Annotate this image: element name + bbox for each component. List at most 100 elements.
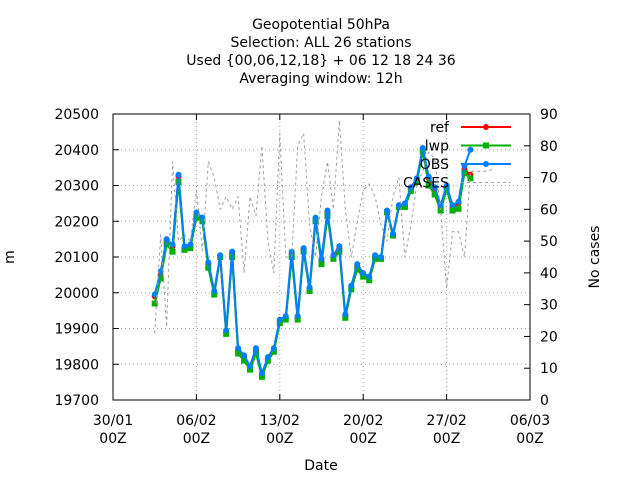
y2-tick-label: 50 xyxy=(540,234,558,250)
data-point-lwp xyxy=(425,182,432,189)
y-tick-label: 19800 xyxy=(54,357,99,373)
data-point-lwp xyxy=(223,330,230,337)
x-tick-label: 06/02 xyxy=(176,413,216,429)
data-point-lwp xyxy=(318,261,325,268)
data-point-lwp xyxy=(264,357,271,364)
data-point-obs xyxy=(449,202,456,209)
data-point-lwp xyxy=(407,187,414,194)
data-point-obs xyxy=(217,252,224,259)
x-tick-label: 30/01 xyxy=(93,413,133,429)
y-tick-label: 20400 xyxy=(54,143,99,159)
data-point-lwp xyxy=(413,178,420,185)
x-tick-label: 20/02 xyxy=(343,413,383,429)
data-point-obs xyxy=(318,255,325,262)
x-tick-label: 00Z xyxy=(433,431,460,447)
y-tick-label: 19700 xyxy=(54,393,99,409)
data-point-lwp xyxy=(366,277,373,284)
x-axis-label: Date xyxy=(304,458,337,474)
data-point-obs xyxy=(193,209,200,216)
y2-tick-label: 20 xyxy=(540,329,558,345)
legend-marker-lwp xyxy=(483,142,489,149)
y-tick-label: 20200 xyxy=(54,214,99,230)
y2-tick-label: 70 xyxy=(540,171,558,187)
data-point-lwp xyxy=(211,291,218,298)
y2-tick-label: 90 xyxy=(540,107,558,123)
data-point-obs xyxy=(360,270,367,277)
data-point-obs xyxy=(258,370,265,377)
data-point-obs xyxy=(378,254,385,260)
x-tick-label: 27/02 xyxy=(426,413,466,429)
data-point-obs xyxy=(342,311,349,318)
data-point-obs xyxy=(401,200,408,207)
y-axis-label: m xyxy=(2,250,18,264)
data-point-obs xyxy=(384,207,391,214)
y2-tick-label: 30 xyxy=(540,298,558,314)
data-point-lwp xyxy=(235,350,242,357)
data-point-lwp xyxy=(187,245,194,252)
data-point-obs xyxy=(151,291,158,298)
data-point-lwp xyxy=(306,287,313,294)
title-line: Used {00,06,12,18} + 06 12 18 24 36 xyxy=(186,53,456,69)
title-line: Geopotential 50hPa xyxy=(252,17,390,33)
data-point-obs xyxy=(467,146,474,153)
data-point-obs xyxy=(366,273,373,280)
data-point-lwp xyxy=(151,300,158,307)
data-point-lwp xyxy=(258,373,265,380)
x-tick-label: 00Z xyxy=(516,431,543,447)
title-line: Selection: ALL 26 stations xyxy=(230,35,411,51)
title-line: Averaging window: 12h xyxy=(239,71,402,87)
data-point-lwp xyxy=(360,273,367,280)
data-point-obs xyxy=(205,259,212,266)
data-point-obs xyxy=(169,241,176,248)
data-point-obs xyxy=(199,214,206,221)
data-point-lwp xyxy=(241,357,248,364)
x-tick-label: 13/02 xyxy=(260,413,300,429)
y2-tick-label: 80 xyxy=(540,139,558,155)
legend: ref lwp OBS CASES xyxy=(403,120,511,192)
data-point-obs xyxy=(407,184,414,191)
data-point-obs xyxy=(247,363,254,370)
data-point-lwp xyxy=(270,348,277,355)
data-point-obs xyxy=(330,252,337,259)
data-point-lwp xyxy=(437,207,444,214)
data-point-lwp xyxy=(431,191,438,198)
data-point-obs xyxy=(443,182,450,189)
series-line-cases xyxy=(154,119,495,334)
data-point-obs xyxy=(354,261,361,268)
data-point-obs xyxy=(211,287,218,294)
data-point-lwp xyxy=(169,248,176,255)
data-point-obs xyxy=(425,173,432,180)
data-point-lwp xyxy=(443,186,450,193)
y-tick-label: 19900 xyxy=(54,322,99,338)
series-layer xyxy=(151,119,495,380)
axes: 1970019800199002000020100202002030020400… xyxy=(54,107,557,447)
data-point-obs xyxy=(235,345,242,352)
data-point-obs xyxy=(229,248,236,255)
data-point-obs xyxy=(419,144,426,151)
legend-label-cases: CASES xyxy=(403,176,449,192)
legend-label-lwp: lwp xyxy=(425,139,449,155)
data-point-lwp xyxy=(181,246,188,253)
series-line-obs xyxy=(153,147,472,375)
legend-label-ref: ref xyxy=(430,120,450,136)
x-tick-label: 00Z xyxy=(183,431,210,447)
data-point-obs xyxy=(163,236,170,243)
data-point-obs xyxy=(264,354,271,361)
data-point-lwp xyxy=(330,255,337,262)
y2-tick-label: 60 xyxy=(540,202,558,218)
x-tick-label: 00Z xyxy=(349,431,376,447)
y2-axis-label: No cases xyxy=(587,226,603,289)
legend-marker-obs xyxy=(483,161,489,167)
data-point-lwp xyxy=(354,266,361,273)
data-point-obs xyxy=(455,198,462,205)
y-tick-label: 20300 xyxy=(54,179,99,195)
chart-title: Geopotential 50hPa Selection: ALL 26 stat… xyxy=(186,17,456,87)
y-tick-label: 20000 xyxy=(54,286,99,302)
data-point-lwp xyxy=(247,366,254,373)
data-point-lwp xyxy=(342,314,349,321)
data-point-lwp xyxy=(461,169,468,176)
data-point-obs xyxy=(270,345,277,352)
data-point-obs xyxy=(300,245,307,252)
